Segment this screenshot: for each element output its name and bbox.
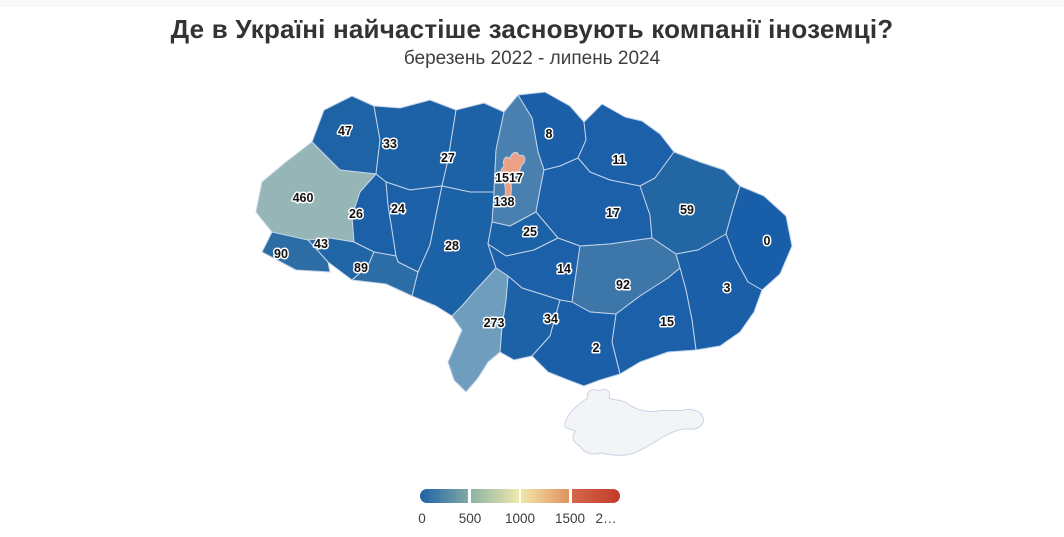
legend-bar xyxy=(420,489,620,503)
color-scale-legend: 0 500 1000 1500 2… xyxy=(418,489,630,534)
top-border-strip xyxy=(0,0,1064,6)
legend-segment-3 xyxy=(521,489,570,503)
legend-ticks: 0 500 1000 1500 2… xyxy=(418,511,630,529)
region-kyiv-city[interactable] xyxy=(500,151,526,202)
legend-tick-3: 1000 xyxy=(504,511,536,526)
legend-tick-2: 500 xyxy=(458,511,482,526)
region-zakarpattia[interactable] xyxy=(261,231,331,273)
region-donetsk[interactable] xyxy=(675,233,763,351)
page-subtitle: березень 2022 - липень 2024 xyxy=(403,48,661,69)
legend-segment-4 xyxy=(571,489,620,503)
legend-tick-5: 2… xyxy=(595,511,617,526)
legend-tick-1: 0 xyxy=(418,511,426,526)
legend-tick-4: 1500 xyxy=(554,511,586,526)
page-title: Де в Україні найчастіше засновують компа… xyxy=(170,14,894,44)
legend-segment-2 xyxy=(470,489,519,503)
region-crimea[interactable] xyxy=(564,388,704,456)
legend-segment-1 xyxy=(420,489,469,503)
region-kherson[interactable] xyxy=(531,299,621,387)
region-odesa[interactable] xyxy=(447,267,509,393)
